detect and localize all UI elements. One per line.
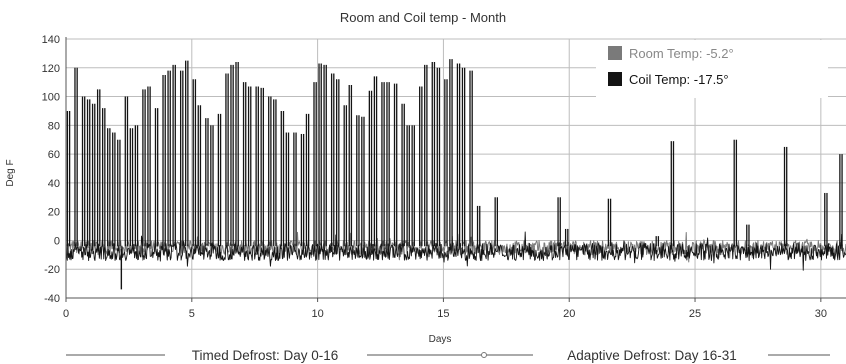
defrost-annotation: Timed Defrost: Day 0-16 Adaptive Defrost…: [66, 348, 830, 363]
x-tick-label: 25: [689, 308, 701, 320]
legend: Room Temp: -5.2° Coil Temp: -17.5°: [596, 40, 828, 98]
annotation-adaptive-defrost: Adaptive Defrost: Day 16-31: [567, 348, 737, 363]
legend-swatch-room-temp: [608, 46, 622, 60]
y-axis-label: Deg F: [5, 159, 16, 186]
x-tick-label: 15: [437, 308, 449, 320]
legend-label-coil-temp: Coil Temp: -17.5°: [629, 72, 729, 87]
x-tick-label: 10: [311, 308, 323, 320]
y-tick-label: 40: [48, 178, 60, 190]
x-tick-labels: 0 5 10 15 20 25 30: [63, 308, 827, 320]
series-coil-temp: [65, 59, 846, 271]
legend-background: [596, 40, 828, 98]
y-tick-label: -40: [44, 293, 60, 305]
x-axis-label: Days: [429, 334, 452, 345]
x-tick-label: 30: [815, 308, 827, 320]
y-tick-label: 60: [48, 149, 60, 161]
y-tick-label: 80: [48, 120, 60, 132]
y-tick-label: -20: [44, 264, 60, 276]
y-tick-label: 0: [54, 235, 60, 247]
annotation-timed-defrost: Timed Defrost: Day 0-16: [192, 348, 339, 363]
chart-title: Room and Coil temp - Month: [340, 10, 506, 25]
x-tick-label: 0: [63, 308, 69, 320]
y-tick-label: 20: [48, 207, 60, 219]
plot-area: [65, 59, 846, 290]
coil-temp-line: [65, 231, 846, 271]
x-tick-label: 20: [563, 308, 575, 320]
legend-swatch-coil-temp: [608, 72, 622, 86]
y-tick-label: 120: [42, 63, 60, 75]
legend-label-room-temp: Room Temp: -5.2°: [629, 46, 734, 61]
axes: [65, 37, 846, 302]
y-tick-labels: -40 -20 0 20 40 60 80 100 120 140: [42, 34, 60, 305]
y-tick-label: 100: [42, 92, 60, 104]
annotation-day16-marker: [481, 352, 487, 358]
x-tick-label: 5: [189, 308, 195, 320]
y-tick-label: 140: [42, 34, 60, 46]
